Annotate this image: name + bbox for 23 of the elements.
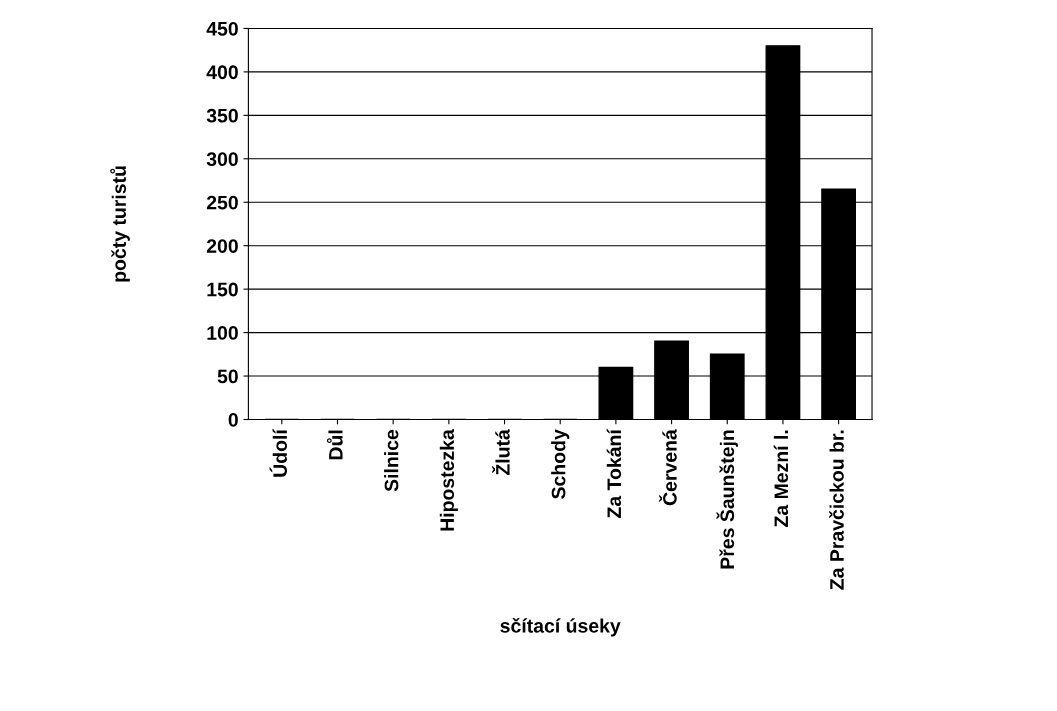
y-tick-label: 300 [206,152,238,167]
x-tick-label: Důl [326,430,343,460]
y-tick-label: 200 [206,239,238,253]
y-tick-label: 150 [207,282,238,297]
y-tick-label: 400 [206,65,238,80]
y-tick-label: 0 [228,412,238,427]
y-axis-title: počty turistů [110,166,130,282]
x-tick-label: Červená [659,429,677,506]
x-tick-label: Hipostezka [439,429,458,531]
y-tick-label: 250 [206,195,238,210]
x-tick-label: Za Pravčickou br. [829,430,844,590]
x-tick-label: Za Tokání [606,428,622,518]
y-tick-label: 100 [207,326,238,340]
x-tick-label: Schody [551,429,570,499]
x-tick-label: Přes Šaunštejn [716,430,738,569]
x-tick-label: Žlutá [492,429,510,476]
x-tick-label: Za Mezní l. [773,430,789,527]
y-tick-label: 450 [206,21,238,36]
y-tick-label: 50 [217,369,238,384]
x-tick-label: Údolí [269,428,288,477]
y-tick-label: 350 [206,108,238,123]
x-tick-label: Silnice [384,429,399,492]
x-axis-title: sčítací úseky [500,618,621,637]
